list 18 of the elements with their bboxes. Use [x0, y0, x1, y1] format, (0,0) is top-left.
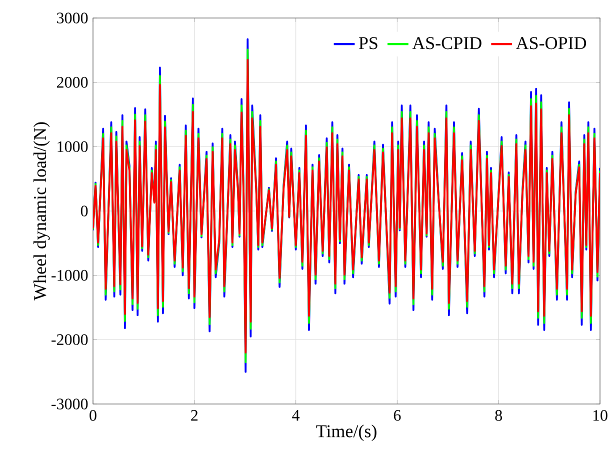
- x-tick-label: 0: [90, 410, 96, 421]
- x-tick-label: 8: [495, 410, 502, 421]
- x-axis-title: Time/(s): [316, 424, 376, 441]
- y-tick-label: 0: [80, 206, 88, 216]
- x-tick-label: 10: [593, 410, 608, 421]
- legend-label: PS: [358, 37, 378, 50]
- y-tick-label: 2000: [57, 76, 88, 88]
- x-tick-label: 4: [292, 410, 300, 421]
- y-tick-label: -2000: [52, 334, 88, 346]
- legend-label: AS-OPID: [516, 37, 586, 50]
- y-axis-title: Wheel dynamic load/(N): [33, 122, 50, 300]
- x-tick-label: 6: [394, 410, 401, 421]
- y-tick-label: -1000: [52, 270, 88, 281]
- y-tick-label: -3000: [52, 398, 88, 410]
- y-tick-label: 1000: [58, 141, 88, 152]
- x-tick-label: 2: [191, 410, 198, 421]
- y-tick-label: 3000: [57, 12, 88, 24]
- legend-label: AS-CPID: [412, 37, 482, 50]
